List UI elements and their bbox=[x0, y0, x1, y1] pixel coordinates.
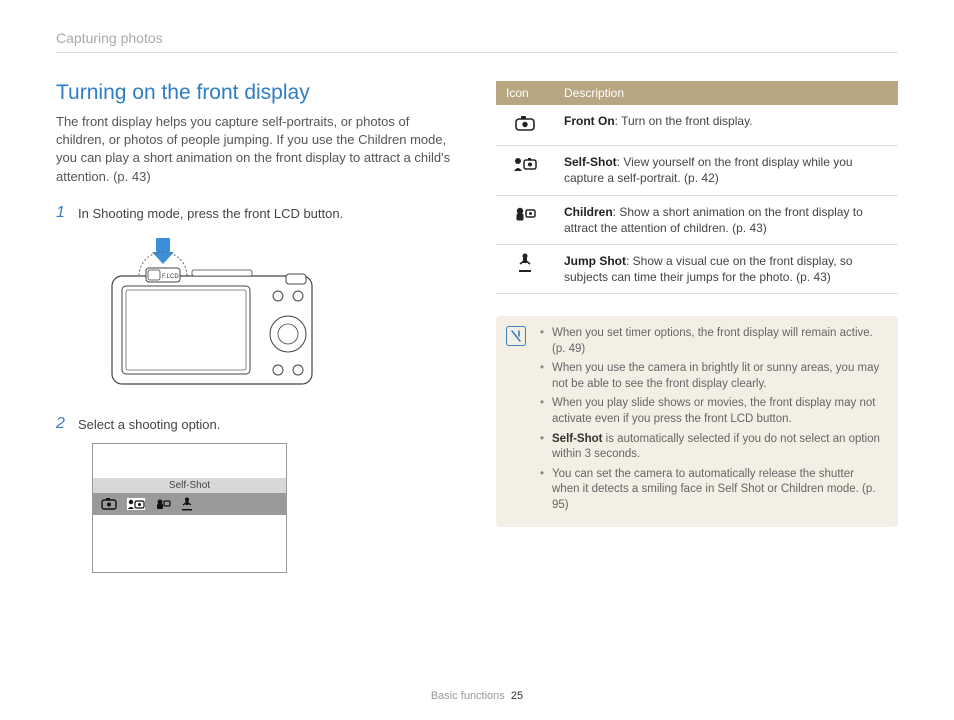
screen-mockup: Self-Shot bbox=[92, 443, 287, 573]
jump-shot-icon bbox=[181, 497, 193, 511]
page-footer: Basic functions 25 bbox=[0, 690, 954, 702]
step-text: In Shooting mode, press the front LCD bu… bbox=[78, 204, 343, 222]
table-desc: Self-Shot: View yourself on the front di… bbox=[554, 146, 898, 195]
table-desc: Jump Shot: Show a visual cue on the fron… bbox=[554, 245, 898, 294]
breadcrumb: Capturing photos bbox=[56, 30, 898, 53]
front-on-icon bbox=[496, 105, 554, 146]
note-item: When you set timer options, the front di… bbox=[540, 326, 884, 357]
step-text: Select a shooting option. bbox=[78, 415, 220, 433]
step-number: 2 bbox=[56, 415, 70, 433]
table-row: Self-Shot: View yourself on the front di… bbox=[496, 146, 898, 195]
camera-diagram: F.LCD bbox=[92, 236, 332, 391]
table-row: Front On: Turn on the front display. bbox=[496, 105, 898, 146]
flcd-label: F.LCD bbox=[162, 274, 179, 280]
page-number: 25 bbox=[511, 690, 523, 702]
table-row: Jump Shot: Show a visual cue on the fron… bbox=[496, 245, 898, 294]
table-row: Children: Show a short animation on the … bbox=[496, 195, 898, 244]
note-item: When you play slide shows or movies, the… bbox=[540, 396, 884, 427]
intro-text: The front display helps you capture self… bbox=[56, 113, 456, 186]
note-box: When you set timer options, the front di… bbox=[496, 316, 898, 527]
step-number: 1 bbox=[56, 204, 70, 222]
left-column: Turning on the front display The front d… bbox=[56, 81, 456, 573]
self-shot-icon bbox=[496, 146, 554, 195]
section-title: Turning on the front display bbox=[56, 81, 456, 105]
note-item: When you use the camera in brightly lit … bbox=[540, 361, 884, 392]
table-desc: Children: Show a short animation on the … bbox=[554, 195, 898, 244]
note-icon bbox=[506, 326, 526, 346]
mode-table: Icon Description Front On: Turn on the f… bbox=[496, 81, 898, 294]
front-on-icon bbox=[101, 498, 117, 510]
note-item: You can set the camera to automatically … bbox=[540, 467, 884, 514]
screen-icon-row bbox=[93, 493, 286, 515]
self-shot-icon bbox=[127, 498, 145, 510]
screen-mode-label: Self-Shot bbox=[93, 478, 286, 493]
children-icon bbox=[155, 498, 171, 510]
footer-section: Basic functions bbox=[431, 690, 505, 702]
table-head-desc: Description bbox=[554, 81, 898, 105]
children-icon bbox=[496, 195, 554, 244]
jump-shot-icon bbox=[496, 245, 554, 294]
table-desc: Front On: Turn on the front display. bbox=[554, 105, 898, 146]
right-column: Icon Description Front On: Turn on the f… bbox=[496, 81, 898, 573]
step-2: 2 Select a shooting option. bbox=[56, 415, 456, 433]
step-1: 1 In Shooting mode, press the front LCD … bbox=[56, 204, 456, 222]
content-columns: Turning on the front display The front d… bbox=[56, 81, 898, 573]
table-head-icon: Icon bbox=[496, 81, 554, 105]
note-item: Self-Shot is automatically selected if y… bbox=[540, 432, 884, 463]
